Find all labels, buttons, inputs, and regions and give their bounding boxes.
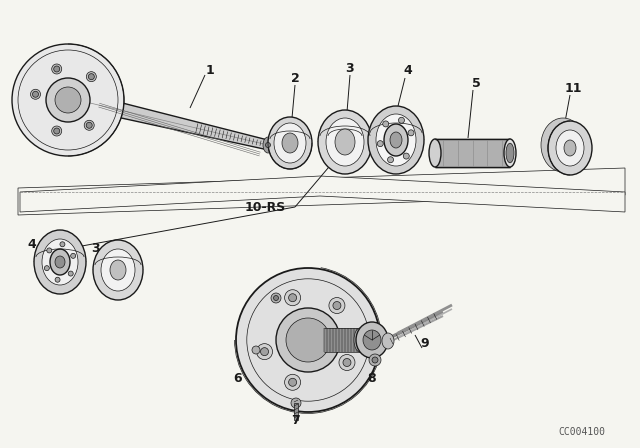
Circle shape	[273, 296, 278, 301]
Ellipse shape	[101, 249, 135, 291]
Ellipse shape	[504, 139, 516, 167]
Ellipse shape	[548, 121, 592, 175]
Ellipse shape	[93, 240, 143, 300]
Polygon shape	[88, 95, 269, 150]
Text: 10-RS: 10-RS	[244, 201, 285, 214]
Ellipse shape	[564, 140, 576, 156]
Circle shape	[408, 130, 414, 136]
Ellipse shape	[12, 44, 124, 156]
Circle shape	[291, 398, 301, 408]
Ellipse shape	[55, 87, 81, 113]
Circle shape	[88, 73, 94, 80]
Circle shape	[343, 358, 351, 366]
Ellipse shape	[318, 110, 372, 174]
Ellipse shape	[46, 78, 90, 122]
Circle shape	[339, 354, 355, 370]
Ellipse shape	[376, 114, 416, 166]
Ellipse shape	[34, 230, 86, 294]
Ellipse shape	[282, 133, 298, 153]
Ellipse shape	[286, 318, 330, 362]
Text: 8: 8	[368, 371, 376, 384]
Ellipse shape	[42, 239, 78, 285]
Ellipse shape	[335, 129, 355, 155]
Ellipse shape	[110, 260, 126, 280]
Text: 5: 5	[472, 77, 481, 90]
Polygon shape	[20, 176, 625, 212]
Text: 1: 1	[205, 64, 214, 77]
Ellipse shape	[363, 330, 381, 350]
Ellipse shape	[506, 143, 514, 163]
Ellipse shape	[276, 308, 340, 372]
Circle shape	[31, 89, 40, 99]
Circle shape	[52, 64, 61, 74]
Text: 7: 7	[292, 414, 300, 426]
Ellipse shape	[356, 322, 388, 358]
Circle shape	[399, 117, 404, 123]
Ellipse shape	[354, 328, 366, 352]
Circle shape	[86, 72, 97, 82]
Ellipse shape	[268, 117, 312, 169]
Circle shape	[86, 122, 92, 128]
Ellipse shape	[549, 127, 577, 163]
Circle shape	[333, 302, 341, 310]
Circle shape	[329, 297, 345, 314]
Circle shape	[289, 294, 296, 302]
Ellipse shape	[326, 118, 364, 166]
Circle shape	[285, 374, 301, 390]
Text: 2: 2	[291, 72, 300, 85]
Ellipse shape	[429, 139, 441, 167]
Circle shape	[266, 142, 271, 147]
Circle shape	[388, 157, 394, 163]
Circle shape	[257, 344, 273, 360]
Text: 3: 3	[346, 61, 355, 74]
Ellipse shape	[556, 130, 584, 166]
Circle shape	[68, 271, 73, 276]
Circle shape	[54, 66, 60, 72]
Circle shape	[33, 91, 38, 97]
Bar	[435, 139, 510, 167]
Circle shape	[377, 141, 383, 146]
Ellipse shape	[274, 123, 306, 163]
Text: 4: 4	[404, 64, 412, 77]
Bar	[324, 328, 360, 352]
Circle shape	[44, 266, 49, 271]
Ellipse shape	[263, 137, 273, 153]
Circle shape	[47, 248, 52, 253]
Circle shape	[52, 126, 61, 136]
Ellipse shape	[50, 249, 70, 275]
Text: CC004100: CC004100	[558, 427, 605, 437]
Text: 11: 11	[564, 82, 582, 95]
Circle shape	[55, 277, 60, 282]
Circle shape	[60, 242, 65, 247]
Circle shape	[70, 253, 76, 258]
Ellipse shape	[368, 106, 424, 174]
Ellipse shape	[55, 256, 65, 268]
Circle shape	[369, 354, 381, 366]
Ellipse shape	[541, 118, 585, 172]
Ellipse shape	[384, 124, 408, 156]
Text: 3: 3	[92, 241, 100, 254]
Ellipse shape	[236, 268, 380, 412]
Circle shape	[54, 128, 60, 134]
Bar	[294, 403, 298, 420]
Text: 4: 4	[28, 237, 36, 250]
Ellipse shape	[390, 132, 402, 148]
Text: 9: 9	[420, 336, 429, 349]
Circle shape	[271, 293, 281, 303]
Circle shape	[252, 346, 260, 354]
Text: 6: 6	[234, 371, 243, 384]
Circle shape	[260, 348, 269, 356]
Circle shape	[285, 290, 301, 306]
Ellipse shape	[382, 333, 394, 349]
Circle shape	[383, 121, 388, 127]
Circle shape	[372, 357, 378, 363]
Polygon shape	[18, 168, 625, 215]
Circle shape	[84, 120, 94, 130]
Circle shape	[403, 153, 410, 159]
Circle shape	[289, 378, 296, 386]
